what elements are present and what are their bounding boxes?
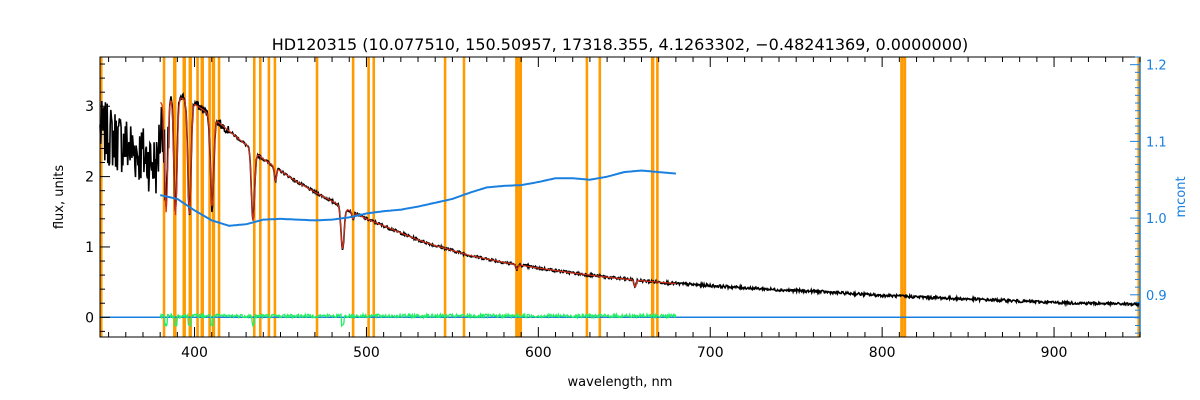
- x-tick-label: 500: [353, 345, 380, 361]
- masked-band: [443, 57, 447, 337]
- masked-band: [100, 57, 103, 337]
- masked-band: [656, 57, 659, 337]
- residual-line: [159, 311, 677, 329]
- y-tick-label: 2: [85, 170, 94, 186]
- y-tick-label: 3: [85, 99, 94, 115]
- model-spectrum-line: [160, 97, 676, 288]
- masked-band: [1137, 57, 1140, 337]
- y2-tick-label: 1.2: [1146, 59, 1167, 74]
- masked-band: [200, 57, 204, 337]
- x-tick-label: 800: [869, 345, 896, 361]
- y-axis: 0 1 2 3: [85, 63, 110, 332]
- masked-band: [273, 57, 277, 337]
- masked-band: [217, 57, 221, 337]
- masked-band: [315, 57, 319, 337]
- y-axis-label: flux, units: [52, 165, 67, 230]
- y2-tick-label: 1.0: [1146, 212, 1167, 227]
- y2-axis: 0.9 1.0 1.1 1.2: [1130, 56, 1167, 334]
- masked-band: [208, 57, 211, 337]
- masked-band: [515, 57, 519, 337]
- masked-band: [585, 57, 589, 337]
- y2-tick-label: 0.9: [1146, 289, 1167, 304]
- masked-band: [903, 57, 907, 337]
- masked-band: [367, 57, 370, 337]
- x-axis-label: wavelength, nm: [568, 375, 673, 390]
- y-tick-label: 0: [85, 310, 94, 326]
- mcont-line: [159, 169, 677, 227]
- series-layer: [99, 92, 1141, 329]
- masked-band: [462, 57, 466, 337]
- y-tick-label: 1: [85, 240, 94, 256]
- x-tick-label: 400: [181, 345, 208, 361]
- masked-band: [196, 57, 199, 337]
- masked-band: [900, 57, 904, 337]
- y2-axis-label: mcont: [1174, 176, 1189, 217]
- chart-title: HD120315 (10.077510, 150.50957, 17318.35…: [272, 35, 969, 54]
- x-tick-label: 700: [697, 345, 724, 361]
- x-axis: 400 500 600 700 800 900: [108, 57, 1141, 361]
- masked-band: [351, 57, 355, 337]
- masked-band: [182, 57, 186, 337]
- masked-band: [162, 57, 166, 337]
- masked-band: [259, 57, 262, 337]
- masked-band: [518, 57, 523, 337]
- masked-band: [650, 57, 655, 337]
- y2-tick-label: 1.1: [1146, 135, 1167, 150]
- x-tick-label: 600: [525, 345, 552, 361]
- masked-band: [372, 57, 376, 337]
- x-tick-label: 900: [1041, 345, 1068, 361]
- masked-band: [267, 57, 271, 337]
- masked-band: [598, 57, 602, 337]
